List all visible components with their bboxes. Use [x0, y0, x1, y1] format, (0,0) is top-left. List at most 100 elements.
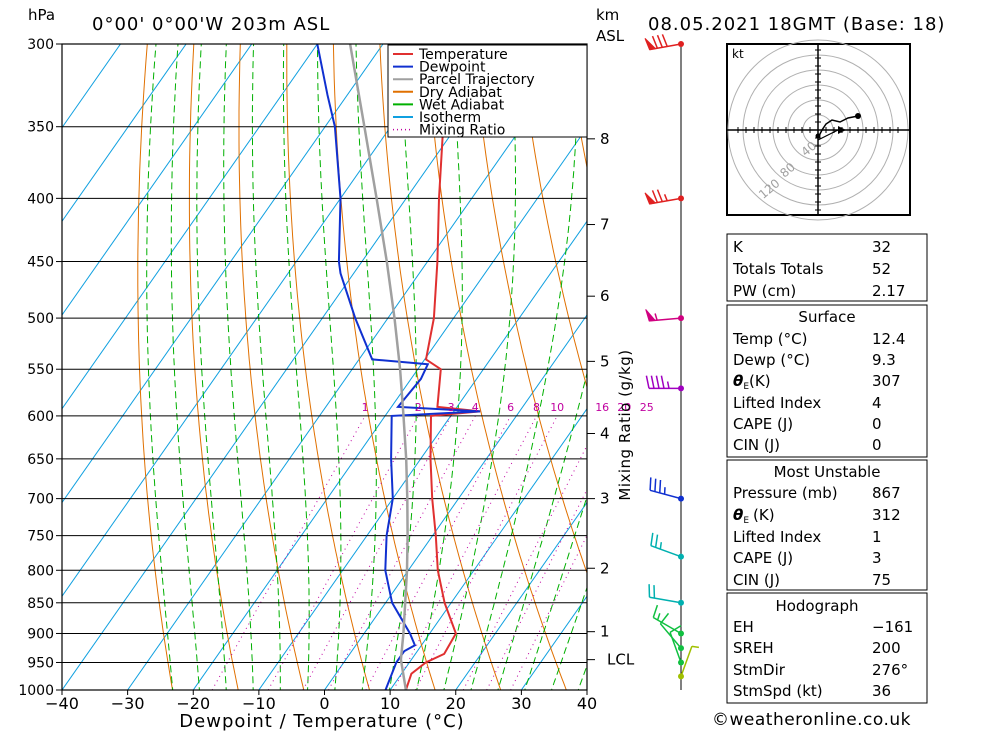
wind-barb-staff [669, 632, 682, 663]
wind-barb-feather [654, 478, 657, 492]
wind-barb [644, 34, 684, 51]
mixing-ratio-line [365, 415, 512, 690]
parcel-trajectory-curve [348, 44, 409, 690]
pressure-tick-label: 450 [27, 255, 54, 271]
pressure-tick-label: 550 [27, 362, 54, 378]
surface-cin-value: 0 [872, 436, 882, 454]
wind-barb-half-feather [656, 613, 661, 621]
mu-theta-e-value: 312 [872, 506, 901, 524]
temperature-tick-label: −40 [45, 694, 79, 713]
wind-barb-dot [678, 385, 684, 392]
wet-adiabat-line [524, 495, 587, 690]
pressure-axis: 300 350 400 450 500 550 600 650 700 750 800 850 900 9… [18, 37, 62, 699]
mixing-ratio-label: 2 [415, 401, 422, 414]
wind-barb-dot [678, 673, 684, 680]
wind-barb-half-feather [659, 542, 663, 550]
storm-motion-arrow [838, 126, 846, 134]
wind-barb-half-feather [691, 645, 700, 649]
wet-adiabat-line [317, 44, 342, 690]
wind-barb-staff [650, 544, 682, 558]
wind-barb-dot [678, 659, 684, 666]
pressure-tick-label: 750 [27, 529, 54, 545]
stmspd-value: 36 [872, 682, 891, 700]
wet-adiabat-line [550, 586, 587, 690]
pressure-tick-label: 700 [27, 492, 54, 508]
sreh-value: 200 [872, 639, 901, 657]
hpa-label: hPa [28, 6, 55, 24]
temperature-tick-label: −10 [242, 694, 276, 713]
mu-li-label: Lifted Index [733, 528, 821, 546]
wind-barb-feather [659, 479, 662, 493]
wind-barb-staff [649, 489, 682, 500]
wind-barb [669, 624, 684, 666]
mixing-ratio-label: 8 [533, 401, 540, 414]
sounding-curves [316, 44, 481, 690]
dry-adiabat-line [238, 44, 305, 690]
legend-label: Wet Adiabat [419, 97, 505, 113]
mu-li-value: 1 [872, 528, 882, 546]
wind-barb-dot [678, 645, 684, 652]
copyright-text: ©weatheronline.co.uk [712, 710, 912, 730]
wind-barb-dot [678, 599, 684, 606]
wind-barb-feather [654, 534, 659, 548]
wind-barb [644, 189, 684, 205]
wet-adiabat-line [355, 44, 377, 690]
wind-barb-feather [655, 375, 660, 389]
dry-adiabat-line [286, 44, 371, 690]
pressure-tick-label: 300 [27, 37, 54, 53]
legend-label: Isotherm [419, 110, 481, 126]
sreh-label: SREH [733, 639, 774, 657]
surface-li-label: Lifted Index [733, 394, 821, 412]
k-label: K [733, 238, 744, 256]
isotherm-line [323, 314, 587, 690]
dry-adiabat-line [945, 0, 1000, 716]
most-unstable-box [726, 459, 928, 591]
mu-pressure-value: 867 [872, 484, 901, 502]
temperature-tick-label: 0 [319, 694, 329, 713]
wind-barb-dot [678, 553, 684, 560]
temperature-tick-label: −30 [111, 694, 145, 713]
height-tick-label: 6 [600, 287, 610, 305]
datetime-title: 08.05.2021 18GMT (Base: 18) [648, 14, 945, 35]
km-label: km [596, 6, 619, 24]
mixing-ratio-line [302, 415, 452, 690]
wet-adiabat-line [497, 371, 587, 690]
dry-adiabat-line [472, 44, 587, 575]
surface-dewp-value: 9.3 [872, 351, 896, 369]
temperature-tick-label: 40 [577, 694, 597, 713]
wet-adiabat-line [223, 44, 254, 690]
wind-barb-dot [678, 495, 684, 502]
legend-label: Dry Adiabat [419, 85, 502, 101]
wind-barb-feather [652, 604, 659, 618]
mu-cape-label: CAPE (J) [733, 549, 793, 567]
mu-cin-value: 75 [872, 571, 891, 589]
isotherm-line [62, 44, 384, 504]
temperature-tick-label: 20 [446, 694, 466, 713]
mixing-ratio-axis-label: Mixing Ratio (g/kg) [616, 349, 634, 500]
height-tick-label: 2 [600, 559, 610, 577]
pressure-tick-label: 350 [27, 120, 54, 136]
surface-box [726, 304, 928, 458]
surface-cape-value: 0 [872, 415, 882, 433]
wet-adiabat-line [146, 44, 174, 690]
height-tick-label: 5 [600, 352, 610, 370]
wind-barb-pennant [644, 38, 657, 51]
mu-theta-e-label: θE (K) [733, 506, 775, 526]
surface-li-value: 4 [872, 394, 882, 412]
mu-cape-value: 3 [872, 549, 882, 567]
surface-temp-label: Temp (°C) [732, 330, 807, 348]
wind-barb [649, 477, 684, 502]
dry-adiabat-line [137, 44, 174, 690]
legend-box [387, 44, 588, 138]
wind-barb-feather [649, 477, 652, 491]
surface-temp-value: 12.4 [872, 330, 905, 348]
hodograph-start-dot [815, 133, 821, 139]
height-tick-label: 7 [600, 216, 610, 234]
location-title: 0°00' 0°00'W 203m ASL [92, 14, 330, 35]
wind-barb-feather [656, 34, 663, 48]
temperature-tick-label: 10 [380, 694, 400, 713]
pressure-tick-label: 650 [27, 452, 54, 468]
pw-label: PW (cm) [733, 282, 796, 300]
mixing-ratio-label: 1 [362, 401, 369, 414]
surface-theta-e-label: θE(K) [733, 372, 771, 392]
